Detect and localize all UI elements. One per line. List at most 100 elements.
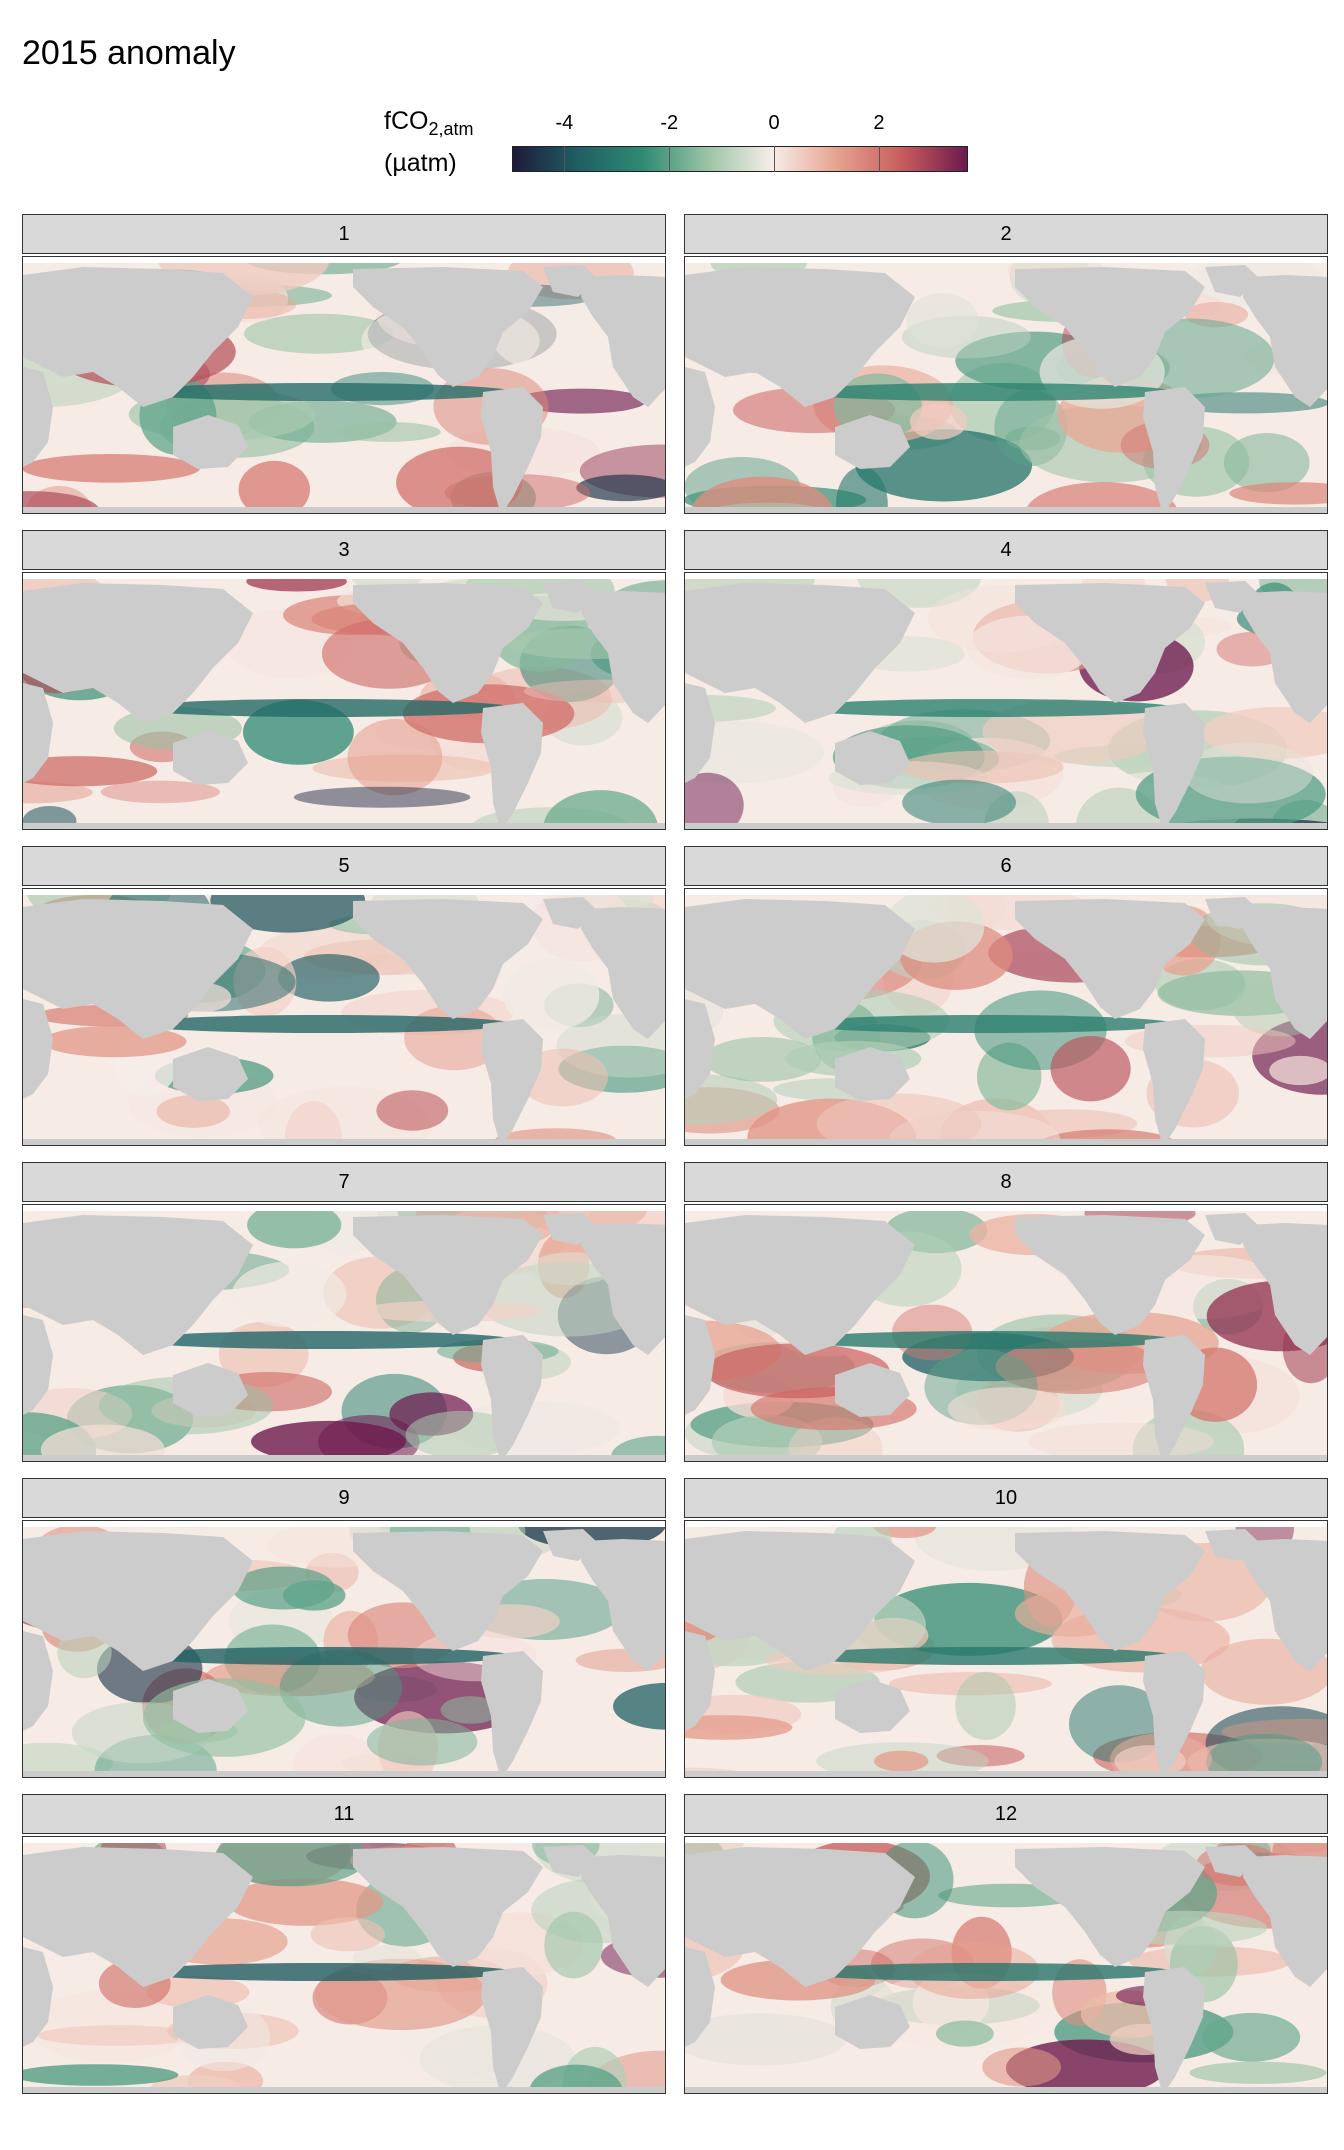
land-shape [1015,1215,1205,1335]
anomaly-cell [23,2064,179,2086]
land-mask [685,257,1327,513]
no-data-band [23,257,665,263]
land-shape [685,1531,915,1671]
land-shape [1243,907,1327,1039]
anomaly-cell [133,383,513,401]
facet-panel: 10 [684,1478,1330,1780]
land-shape [23,823,665,829]
land-shape [1143,1651,1205,1777]
colorbar-title-unit: (µatm) [384,149,457,177]
facet-strip: 11 [22,1794,666,1834]
anomaly-cell [347,719,443,796]
land-mask [23,573,665,829]
land-shape [23,1215,253,1355]
anomaly-cell [902,779,1016,826]
land-shape [835,415,910,469]
land-shape [543,1213,598,1245]
land-shape [23,267,253,407]
anomaly-cell [864,1972,1050,2050]
land-shape [23,899,253,1039]
anomaly-cell [576,474,665,502]
land-shape [685,1847,915,1987]
map-svg [685,1205,1327,1461]
map-svg [23,573,665,829]
land-shape [23,1847,253,1987]
land-shape [543,1529,598,1561]
facet-map [684,1520,1328,1778]
land-shape [1205,581,1260,613]
anomaly-cell [690,476,834,513]
facet-panel: 8 [684,1162,1330,1464]
land-shape [173,1995,248,2049]
no-data-band [23,1521,665,1527]
colorbar-tick-label: 2 [873,112,885,134]
land-shape [543,1845,598,1877]
facet-label: 3 [338,539,350,561]
anomaly-cell [244,313,394,354]
land-shape [685,899,915,1039]
colorbar-tick-mark [774,146,776,172]
anomaly-cell [685,2013,847,2066]
anomaly-cell [310,1917,385,1952]
anomaly-cell [874,1750,929,1772]
land-shape [1205,265,1260,297]
anomaly-cell [795,1331,1175,1349]
land-shape [481,1967,543,2093]
facet-map [22,1520,666,1778]
map-svg [23,1837,665,2093]
land-shape [173,731,248,785]
anomaly-cell [685,772,744,829]
anomaly-cell [685,1715,793,1740]
facet-strip: 9 [22,1478,666,1518]
land-shape [23,1771,665,1777]
facet-panel: 7 [22,1162,668,1464]
land-shape [685,823,1327,829]
anomaly-cell [1050,1036,1131,1102]
land-shape [1243,275,1327,407]
land-shape [353,583,543,703]
map-svg [685,257,1327,513]
anomaly-cell [284,1101,343,1145]
anomaly-cell [133,1963,513,1981]
map-svg [23,257,665,513]
colorbar-tick-mark [669,146,671,172]
land-shape [1205,897,1260,929]
anomaly-cell [333,421,441,442]
colorbar-tick-mark [564,146,566,172]
land-shape [685,267,915,407]
anomaly-cell [1223,433,1310,493]
land-shape [685,999,715,1099]
land-shape [481,1651,543,1777]
anomaly-cell [146,1976,250,2009]
anomaly-cell [1025,482,1179,513]
facet-map [22,1836,666,2094]
facet-strip: 6 [684,846,1328,886]
land-shape [23,583,253,723]
land-shape [173,1363,248,1417]
anomaly-cell [100,780,220,804]
facet-map [22,572,666,830]
facet-map [684,256,1328,514]
facet-map [22,888,666,1146]
anomaly-cell [366,1718,478,1766]
anomaly-cell [529,2064,623,2093]
facet-label: 6 [1000,855,1012,877]
no-data-band [685,1205,1327,1211]
land-mask [23,1521,665,1777]
facet-label: 5 [338,855,350,877]
land-shape [353,1215,543,1335]
anomaly-cell [703,1037,822,1082]
anomaly-cell [816,1093,982,1145]
anomaly-cell [1069,1685,1169,1763]
anomaly-cell [1202,2012,1301,2062]
land-shape [543,265,598,297]
land-shape [481,703,543,829]
land-shape [1143,387,1205,513]
land-shape [543,581,598,613]
facet-strip: 3 [22,530,666,570]
land-shape [685,2087,1327,2093]
anomaly-cell [1189,2061,1327,2084]
land-shape [835,1363,910,1417]
anomaly-cell [133,699,513,717]
facet-map [684,1836,1328,2094]
